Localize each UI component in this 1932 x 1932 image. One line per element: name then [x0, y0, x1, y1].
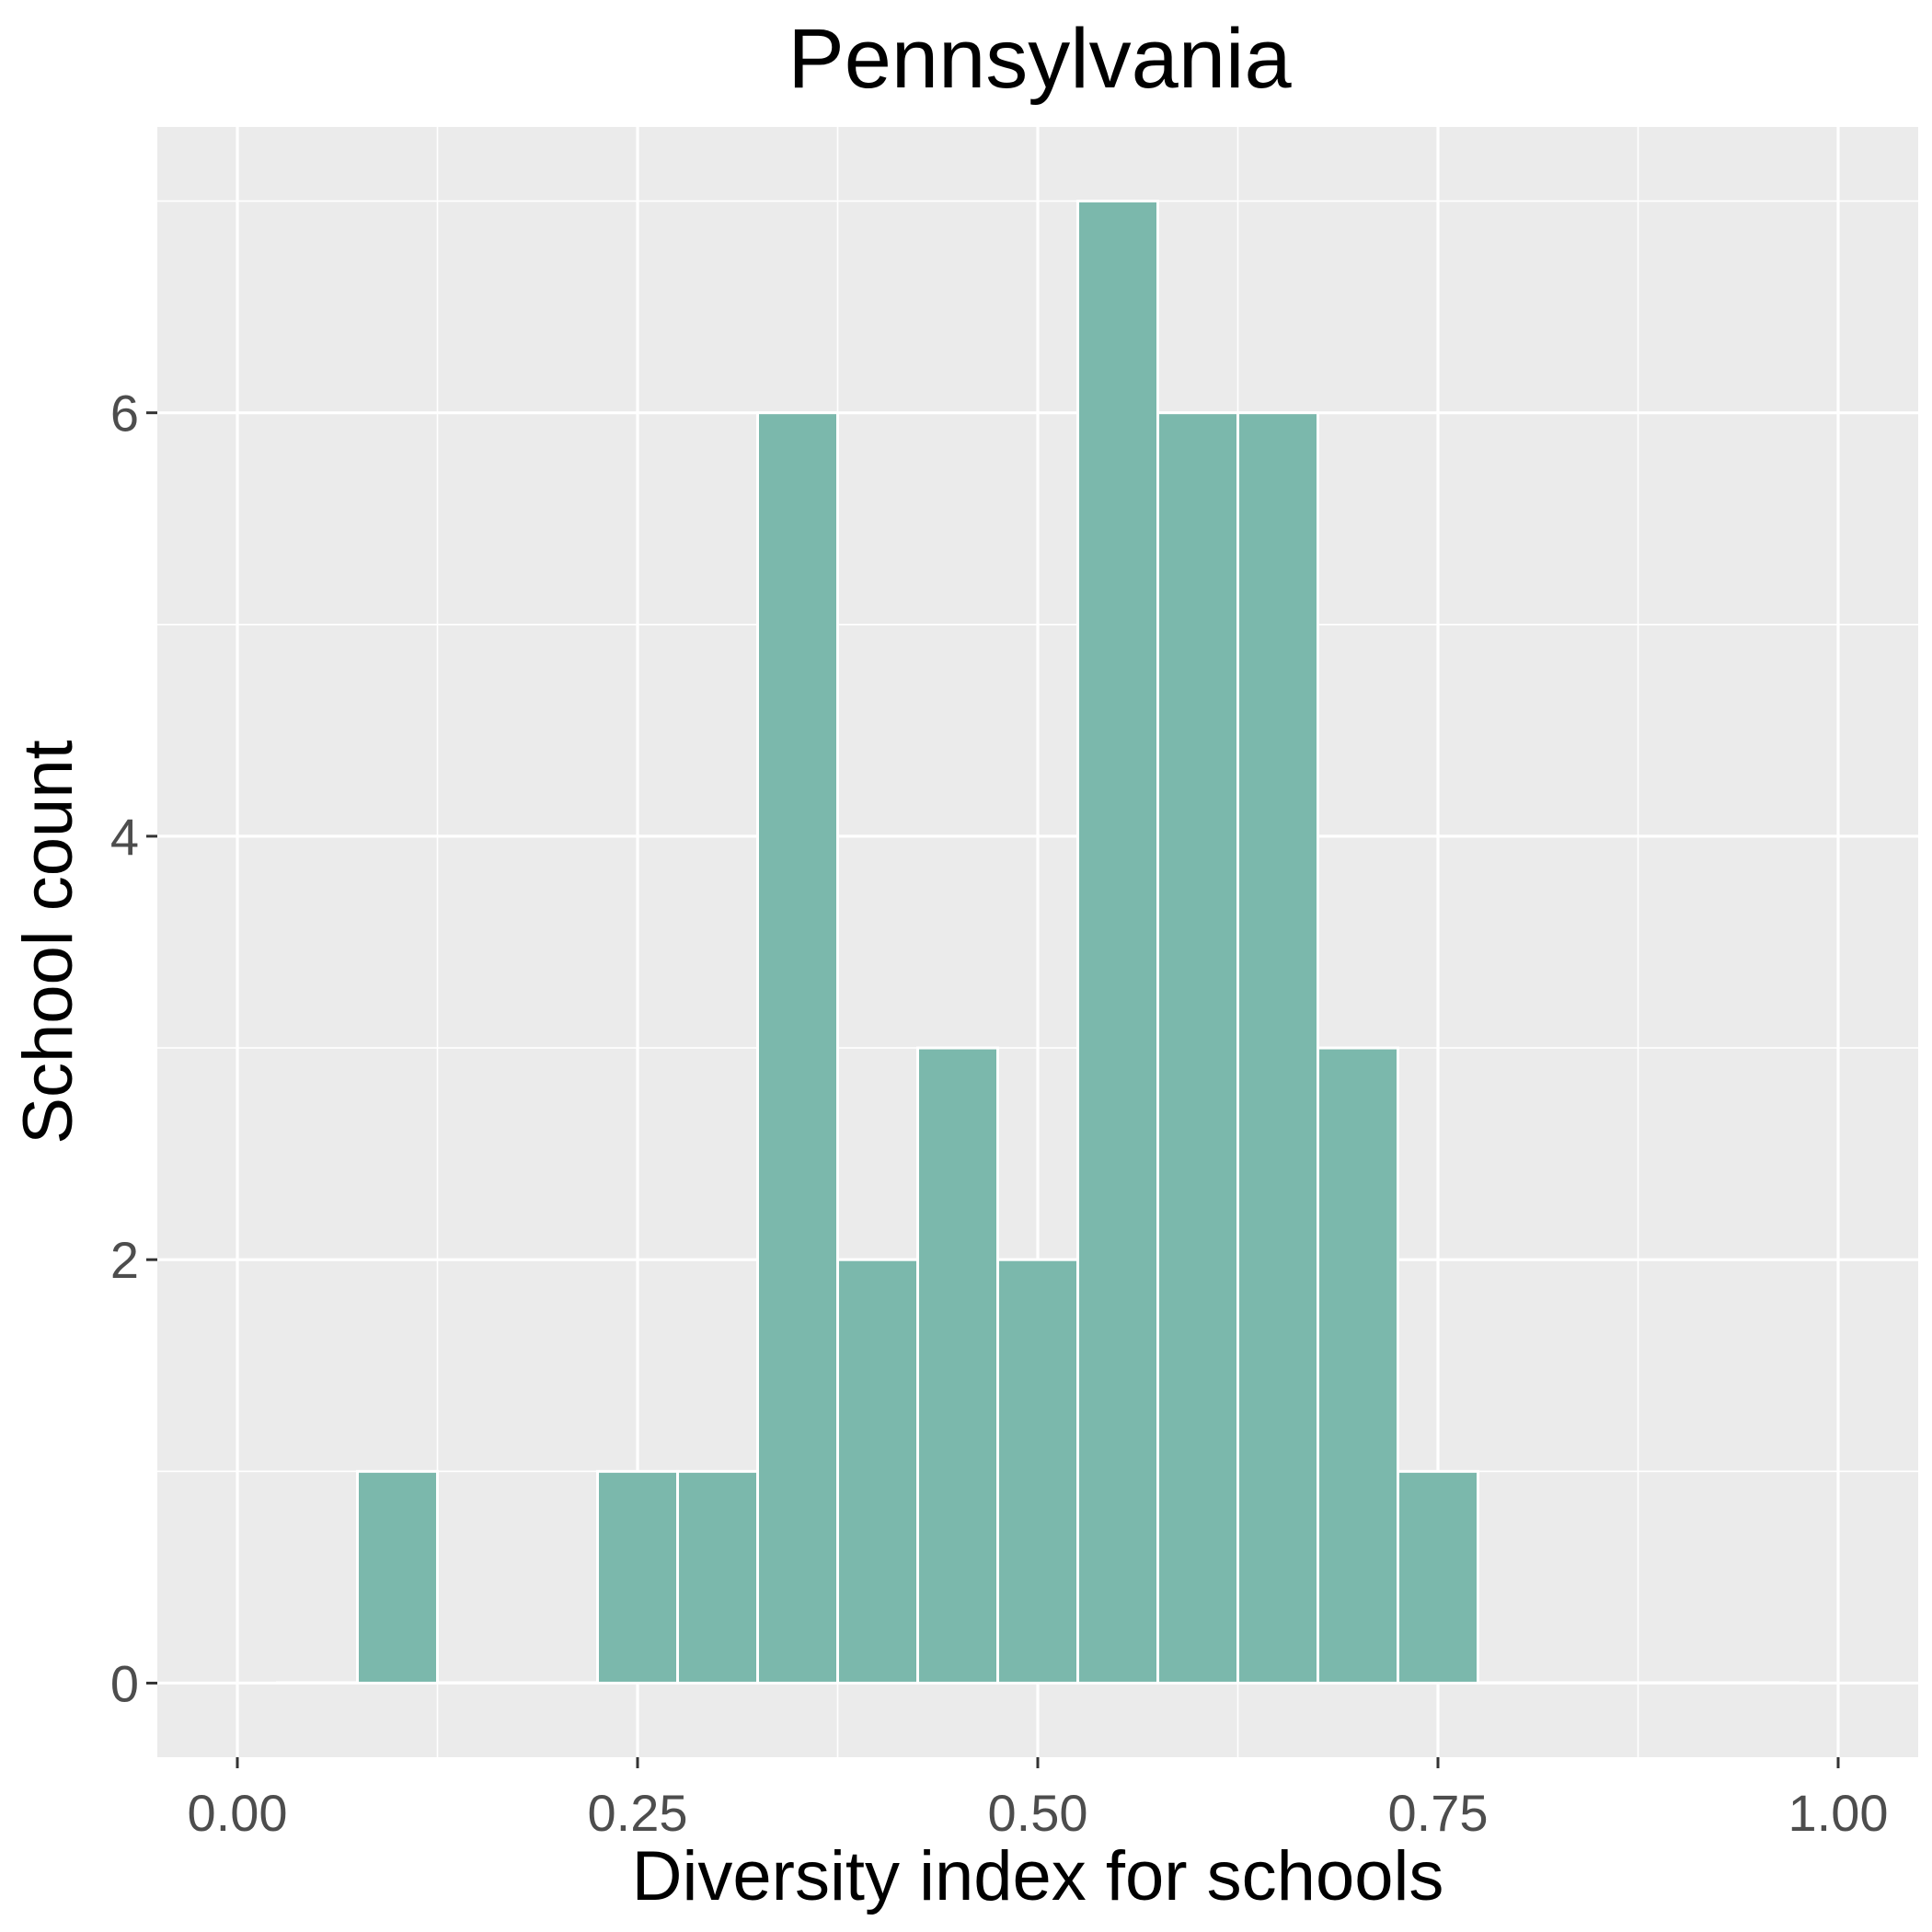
histogram-bar [356, 1469, 439, 1685]
y-tick-label: 2 [110, 1231, 139, 1289]
histogram-bar [836, 1258, 919, 1685]
x-axis-ticks: 0.00 0.25 0.50 0.75 1.00 [188, 1757, 1889, 1842]
x-tick-label: 0.75 [1388, 1784, 1489, 1842]
histogram-bar [1477, 1681, 1559, 1685]
y-tick-label: 0 [110, 1654, 139, 1712]
histogram-bar [1557, 1681, 1639, 1685]
histogram-bar [1637, 1681, 1719, 1685]
bars [276, 200, 1800, 1685]
histogram-bar [276, 1681, 359, 1685]
histogram-bar [516, 1681, 599, 1685]
x-tick-label: 0.25 [588, 1784, 688, 1842]
histogram-bar [676, 1469, 759, 1685]
y-tick-label: 6 [110, 385, 139, 443]
x-axis-title: Diversity index for schools [632, 1837, 1444, 1915]
chart-title: Pennsylvania [788, 12, 1292, 106]
histogram-bar [596, 1469, 679, 1685]
y-tick-label: 4 [110, 808, 139, 866]
histogram-bar [436, 1681, 519, 1685]
histogram-bar [1317, 1046, 1399, 1685]
histogram-bar [756, 411, 839, 1685]
y-axis-ticks: 0 2 4 6 [110, 385, 157, 1712]
histogram-bar [1156, 411, 1239, 1685]
histogram-bar [1397, 1469, 1479, 1685]
y-axis-title: School count [9, 740, 87, 1144]
x-tick-label: 0.50 [988, 1784, 1088, 1842]
histogram-bar [1717, 1681, 1800, 1685]
histogram-bar [1236, 411, 1319, 1685]
histogram-bar [996, 1258, 1079, 1685]
histogram-bar [916, 1046, 999, 1685]
x-tick-label: 1.00 [1788, 1784, 1889, 1842]
histogram-bar [1076, 200, 1159, 1685]
x-tick-label: 0.00 [188, 1784, 288, 1842]
